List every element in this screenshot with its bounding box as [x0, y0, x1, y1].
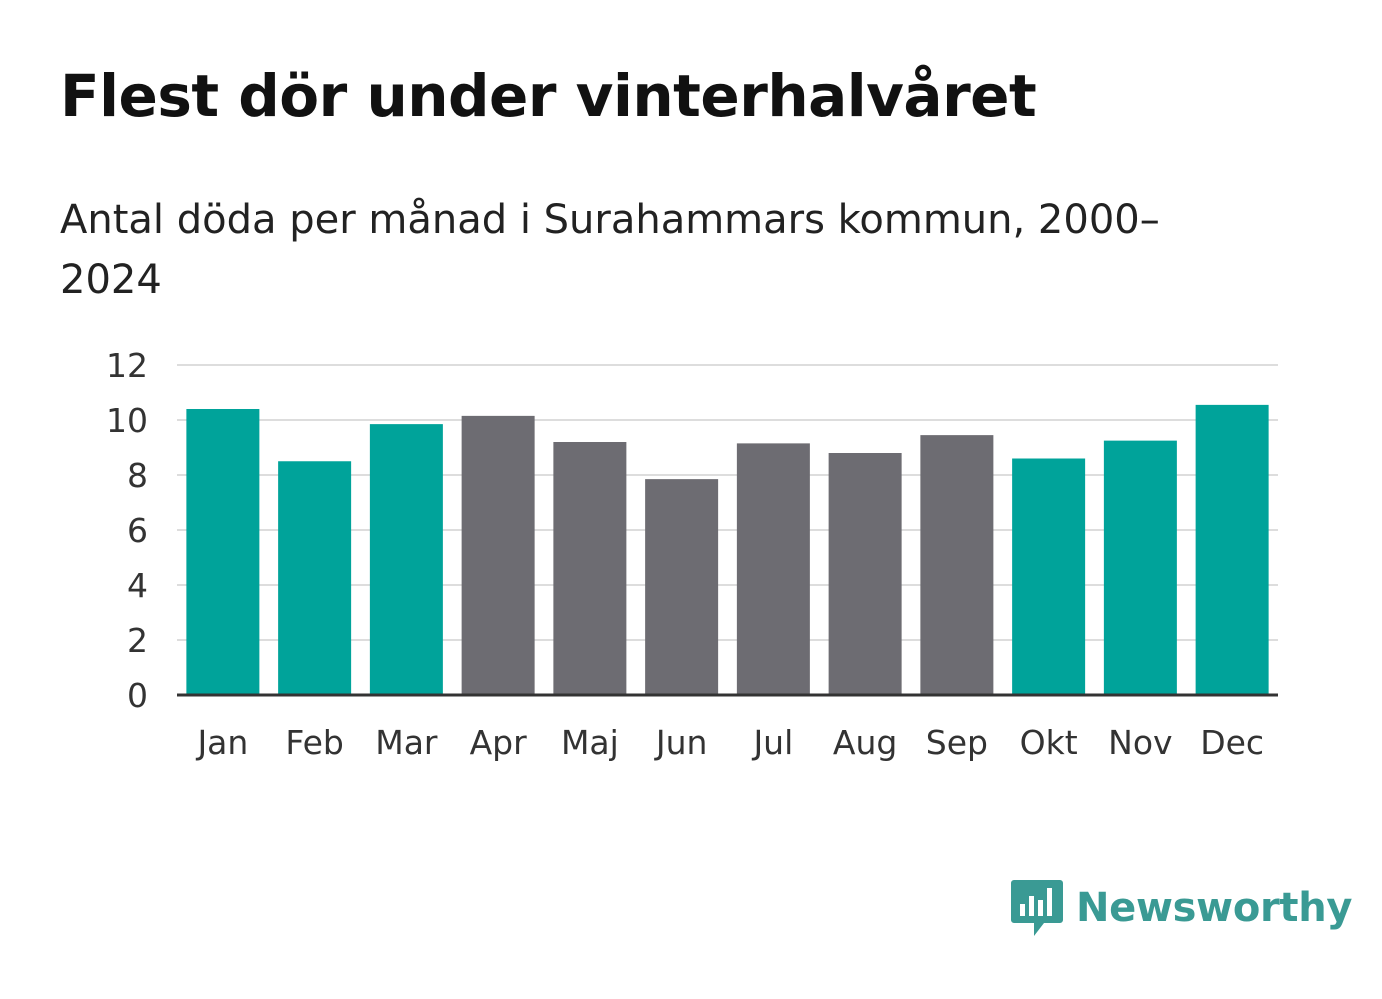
- y-tick-label: 6: [127, 511, 148, 550]
- brand-name: Newsworthy: [1076, 885, 1353, 931]
- y-tick-label: 10: [106, 401, 148, 440]
- newsworthy-logo: Newsworthy: [1010, 878, 1353, 938]
- x-tick-label: Apr: [470, 723, 528, 762]
- x-tick-label: Sep: [926, 723, 988, 762]
- x-tick-label: Mar: [375, 723, 438, 762]
- x-tick-label: Jan: [195, 723, 248, 762]
- bar-feb: [278, 461, 352, 695]
- bar-okt: [1012, 458, 1086, 695]
- bar-nov: [1103, 440, 1177, 695]
- chart-title: Flest dör under vinterhalvåret: [60, 62, 1037, 130]
- bar-jul: [736, 443, 810, 695]
- x-tick-label: Jul: [751, 723, 793, 762]
- x-tick-label: Jun: [654, 723, 708, 762]
- bars: [186, 404, 1269, 695]
- bar-chart-speech-bubble-icon: [1011, 880, 1063, 936]
- x-tick-label: Feb: [285, 723, 343, 762]
- y-tick-label: 0: [127, 676, 148, 715]
- bar-mar: [369, 424, 443, 695]
- y-tick-label: 8: [127, 456, 148, 495]
- chart-subtitle: Antal döda per månad i Surahammars kommu…: [60, 197, 1160, 303]
- x-tick-label: Nov: [1108, 723, 1172, 762]
- bar-sep: [920, 435, 994, 695]
- bar-dec: [1195, 404, 1269, 695]
- bar-jun: [645, 479, 719, 695]
- y-tick-label: 4: [127, 566, 148, 605]
- y-tick-label: 12: [106, 346, 148, 385]
- x-tick-label: Maj: [561, 723, 619, 762]
- bar-maj: [553, 442, 627, 695]
- bar-aug: [828, 453, 902, 695]
- x-axis-ticks: Jan Feb Mar Apr Maj Jun Jul Aug Sep Okt Nov Dec: [195, 723, 1264, 762]
- bar-jan: [186, 409, 260, 695]
- x-tick-label: Okt: [1020, 723, 1078, 762]
- x-tick-label: Aug: [833, 723, 897, 762]
- grid-lines: [177, 364, 1278, 641]
- bar-apr: [461, 415, 535, 695]
- y-axis-ticks: 0 2 4 6 8 10 12: [106, 346, 148, 715]
- y-tick-label: 2: [127, 621, 148, 660]
- x-tick-label: Dec: [1200, 723, 1264, 762]
